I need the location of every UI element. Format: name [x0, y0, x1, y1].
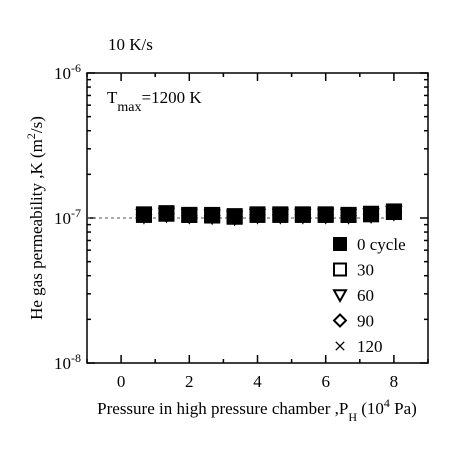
marker	[362, 205, 380, 223]
marker	[203, 207, 221, 224]
legend-label: 60	[357, 286, 374, 305]
x-axis-label: Pressure in high pressure chamber ,PH (1…	[97, 396, 417, 424]
marker	[183, 210, 195, 222]
y-tick-label: 10-6	[54, 61, 81, 83]
marker	[225, 210, 244, 227]
text-part: H	[348, 410, 357, 424]
marker	[180, 207, 198, 224]
y-tick-label: 10-8	[54, 351, 81, 373]
marker	[135, 206, 153, 224]
marker	[274, 210, 286, 221]
annotation: Tmax=1200 K	[107, 88, 202, 115]
marker	[271, 206, 289, 224]
marker	[249, 206, 266, 224]
x-tick-label: 4	[253, 372, 262, 391]
marker	[271, 208, 290, 225]
text-part: max	[117, 100, 141, 115]
text-part: Pa)	[390, 399, 417, 418]
marker	[343, 210, 354, 222]
annotation: 10 K/s	[108, 35, 153, 54]
x-tick-label: 0	[117, 372, 126, 391]
marker	[297, 210, 309, 221]
legend-marker	[332, 289, 348, 304]
marker	[385, 203, 403, 221]
marker	[388, 207, 400, 219]
text-part: -7	[71, 206, 81, 220]
text-part: Pressure in high pressure chamber ,P	[97, 399, 348, 418]
legend-label: 0 cycle	[357, 235, 406, 254]
x-tick-label: 8	[390, 372, 399, 391]
text-part: 2	[24, 133, 38, 139]
y-axis-label: He gas permeability ,K (m2/s)	[24, 116, 46, 320]
marker	[317, 208, 335, 225]
text-part: =1200 K	[142, 88, 203, 107]
text-part: (10	[357, 399, 384, 418]
x-tick-label: 6	[321, 372, 330, 391]
marker	[340, 207, 357, 224]
text-part: T	[107, 88, 118, 107]
marker	[362, 208, 380, 224]
text-part: 10	[54, 354, 71, 373]
marker	[157, 207, 176, 224]
marker	[294, 208, 312, 225]
legend-label: 90	[357, 312, 374, 331]
text-part: 4	[384, 396, 390, 410]
marker	[161, 208, 172, 220]
legend-label: 30	[357, 261, 374, 280]
text-part: /s)	[27, 116, 46, 133]
marker	[229, 212, 241, 224]
marker	[135, 208, 153, 225]
marker	[248, 208, 267, 225]
marker	[138, 210, 150, 222]
marker	[385, 205, 403, 222]
text-part: -8	[71, 351, 81, 365]
marker	[252, 210, 263, 221]
marker	[226, 208, 244, 226]
legend-marker	[335, 341, 345, 351]
legend-marker	[332, 313, 348, 328]
text-part: -6	[71, 61, 81, 75]
marker	[317, 206, 335, 224]
marker	[320, 210, 332, 222]
legend-marker	[333, 262, 347, 277]
marker	[158, 205, 175, 223]
x-tick-label: 2	[185, 372, 194, 391]
legend-marker	[333, 237, 347, 251]
marker	[294, 206, 312, 224]
marker	[365, 209, 377, 221]
y-tick-label: 10-7	[54, 206, 81, 228]
text-part: 10	[54, 209, 71, 228]
text-part: He gas permeability ,K (m	[27, 139, 46, 320]
marker	[206, 210, 218, 222]
legend-label: 120	[357, 337, 383, 356]
text-part: 10	[54, 64, 71, 83]
marker	[203, 209, 221, 226]
